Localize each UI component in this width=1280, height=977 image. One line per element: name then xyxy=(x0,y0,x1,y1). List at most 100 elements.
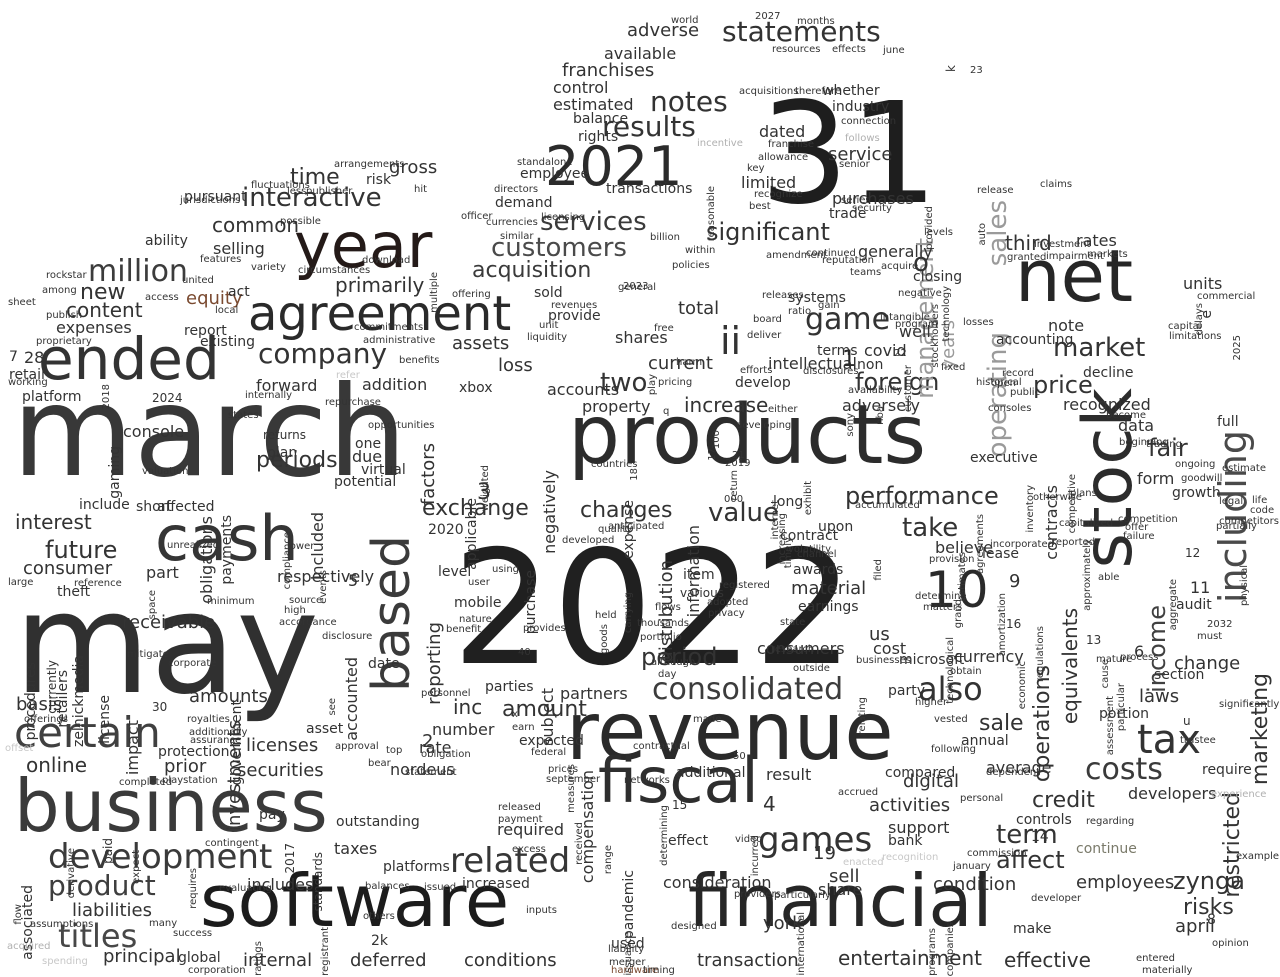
cloud-word: license xyxy=(97,695,113,744)
cloud-word: assurance xyxy=(190,735,242,746)
cloud-word: increase xyxy=(684,393,769,417)
cloud-word: less xyxy=(287,186,307,197)
cloud-word: two xyxy=(600,368,648,398)
cloud-word: 10 xyxy=(925,561,989,619)
cloud-word: negatively xyxy=(540,470,559,554)
cloud-word: statements xyxy=(722,15,881,48)
cloud-word: ratings xyxy=(253,941,264,976)
cloud-word: record xyxy=(1002,368,1034,379)
cloud-word: recognize xyxy=(754,189,803,200)
cloud-word: personnel xyxy=(421,688,471,699)
cloud-word: control xyxy=(553,78,609,97)
cloud-word: amortization xyxy=(997,593,1008,657)
cloud-word: 8 xyxy=(1207,912,1216,928)
cloud-word: refer xyxy=(336,370,360,381)
cloud-word: follows xyxy=(845,133,880,144)
cloud-word: intangible xyxy=(880,312,930,323)
cloud-word: primarily xyxy=(335,273,425,297)
cloud-word: series xyxy=(841,195,871,206)
cloud-word: fiscal xyxy=(598,744,759,817)
cloud-word: loss xyxy=(498,355,533,376)
cloud-word: date xyxy=(368,656,400,672)
cloud-word: acquisitions xyxy=(739,86,799,97)
cloud-word: arrangements xyxy=(334,159,405,170)
cloud-word: gain xyxy=(818,300,840,311)
cloud-word: pursuant xyxy=(184,189,247,205)
cloud-word: u xyxy=(1183,714,1191,728)
cloud-word: accounts xyxy=(547,380,620,399)
cloud-word: k xyxy=(944,65,958,72)
cloud-word: current xyxy=(648,353,713,374)
cloud-word: publisher xyxy=(306,186,353,197)
cloud-word: pay xyxy=(259,807,285,823)
cloud-word: adopted xyxy=(707,597,749,608)
cloud-word: party xyxy=(888,683,925,699)
cloud-word: working xyxy=(8,377,48,388)
cloud-word: businesses xyxy=(856,655,911,666)
cloud-word: amount xyxy=(502,697,587,722)
cloud-word: otherwise xyxy=(1033,492,1082,503)
cloud-word: developing xyxy=(736,420,792,431)
cloud-word: franchises xyxy=(562,60,655,81)
cloud-word: agreements xyxy=(975,514,986,575)
cloud-word: costs xyxy=(1085,752,1163,787)
cloud-word: lease xyxy=(982,546,1019,562)
cloud-word: 2019 xyxy=(725,458,751,469)
cloud-word: rate xyxy=(419,738,452,757)
cloud-word: also xyxy=(918,670,983,708)
cloud-word: condition xyxy=(933,874,1017,895)
cloud-word: act xyxy=(228,284,250,300)
cloud-word: exhibit xyxy=(803,481,814,516)
cloud-word: variety xyxy=(251,262,286,273)
cloud-word: securities xyxy=(237,760,324,781)
cloud-word: average xyxy=(986,758,1052,777)
cloud-word: form xyxy=(1137,469,1175,488)
cloud-word: reputation xyxy=(822,255,874,266)
cloud-word: events xyxy=(318,570,329,604)
cloud-word: contract xyxy=(780,528,839,544)
cloud-word: expenses xyxy=(56,318,132,337)
cloud-word: pandemic xyxy=(621,870,637,940)
cloud-word: world xyxy=(671,15,699,26)
cloud-word: mature xyxy=(1096,654,1133,665)
cloud-word: negative xyxy=(898,288,942,299)
cloud-word: currency xyxy=(954,647,1024,666)
cloud-word: ongoing xyxy=(1175,459,1216,470)
cloud-word: 4 xyxy=(763,792,776,816)
cloud-word: hardware xyxy=(611,965,659,976)
cloud-word: failure xyxy=(1123,531,1155,542)
cloud-word: 11 xyxy=(1190,578,1211,597)
cloud-word: public xyxy=(1010,387,1041,398)
cloud-word: using xyxy=(492,564,520,575)
cloud-word: royalties xyxy=(187,714,230,725)
cloud-word: harm xyxy=(676,357,703,368)
cloud-word: transactions xyxy=(606,181,693,197)
cloud-word: claims xyxy=(1040,179,1073,190)
cloud-word: channel xyxy=(797,549,837,560)
cloud-word: commission xyxy=(967,848,1027,859)
cloud-word: development xyxy=(48,837,273,877)
cloud-word: balances xyxy=(365,881,410,892)
cloud-word: one xyxy=(355,436,382,452)
cloud-word: entered xyxy=(1136,953,1175,964)
cloud-word: limitations xyxy=(1169,331,1222,342)
cloud-word: accounted xyxy=(342,657,361,741)
cloud-word: selling xyxy=(213,239,265,258)
cloud-word: process xyxy=(1120,652,1159,663)
cloud-word: changes xyxy=(580,498,673,523)
cloud-word: 22 xyxy=(894,348,907,359)
cloud-word: life xyxy=(1252,495,1268,506)
cloud-word: dependent xyxy=(986,767,1041,778)
cloud-word: existing xyxy=(200,334,255,350)
cloud-word: mitigate xyxy=(127,649,169,660)
cloud-word: parties xyxy=(485,679,534,695)
cloud-word: adversely xyxy=(842,396,920,415)
cloud-word: significantly xyxy=(1219,699,1280,710)
cloud-word: laws xyxy=(1139,686,1180,707)
cloud-word: countries xyxy=(591,459,638,470)
cloud-word: minimum xyxy=(207,596,255,607)
cloud-word: payments xyxy=(219,515,235,585)
cloud-word: potential xyxy=(334,474,397,490)
cloud-word: levels xyxy=(924,227,953,238)
